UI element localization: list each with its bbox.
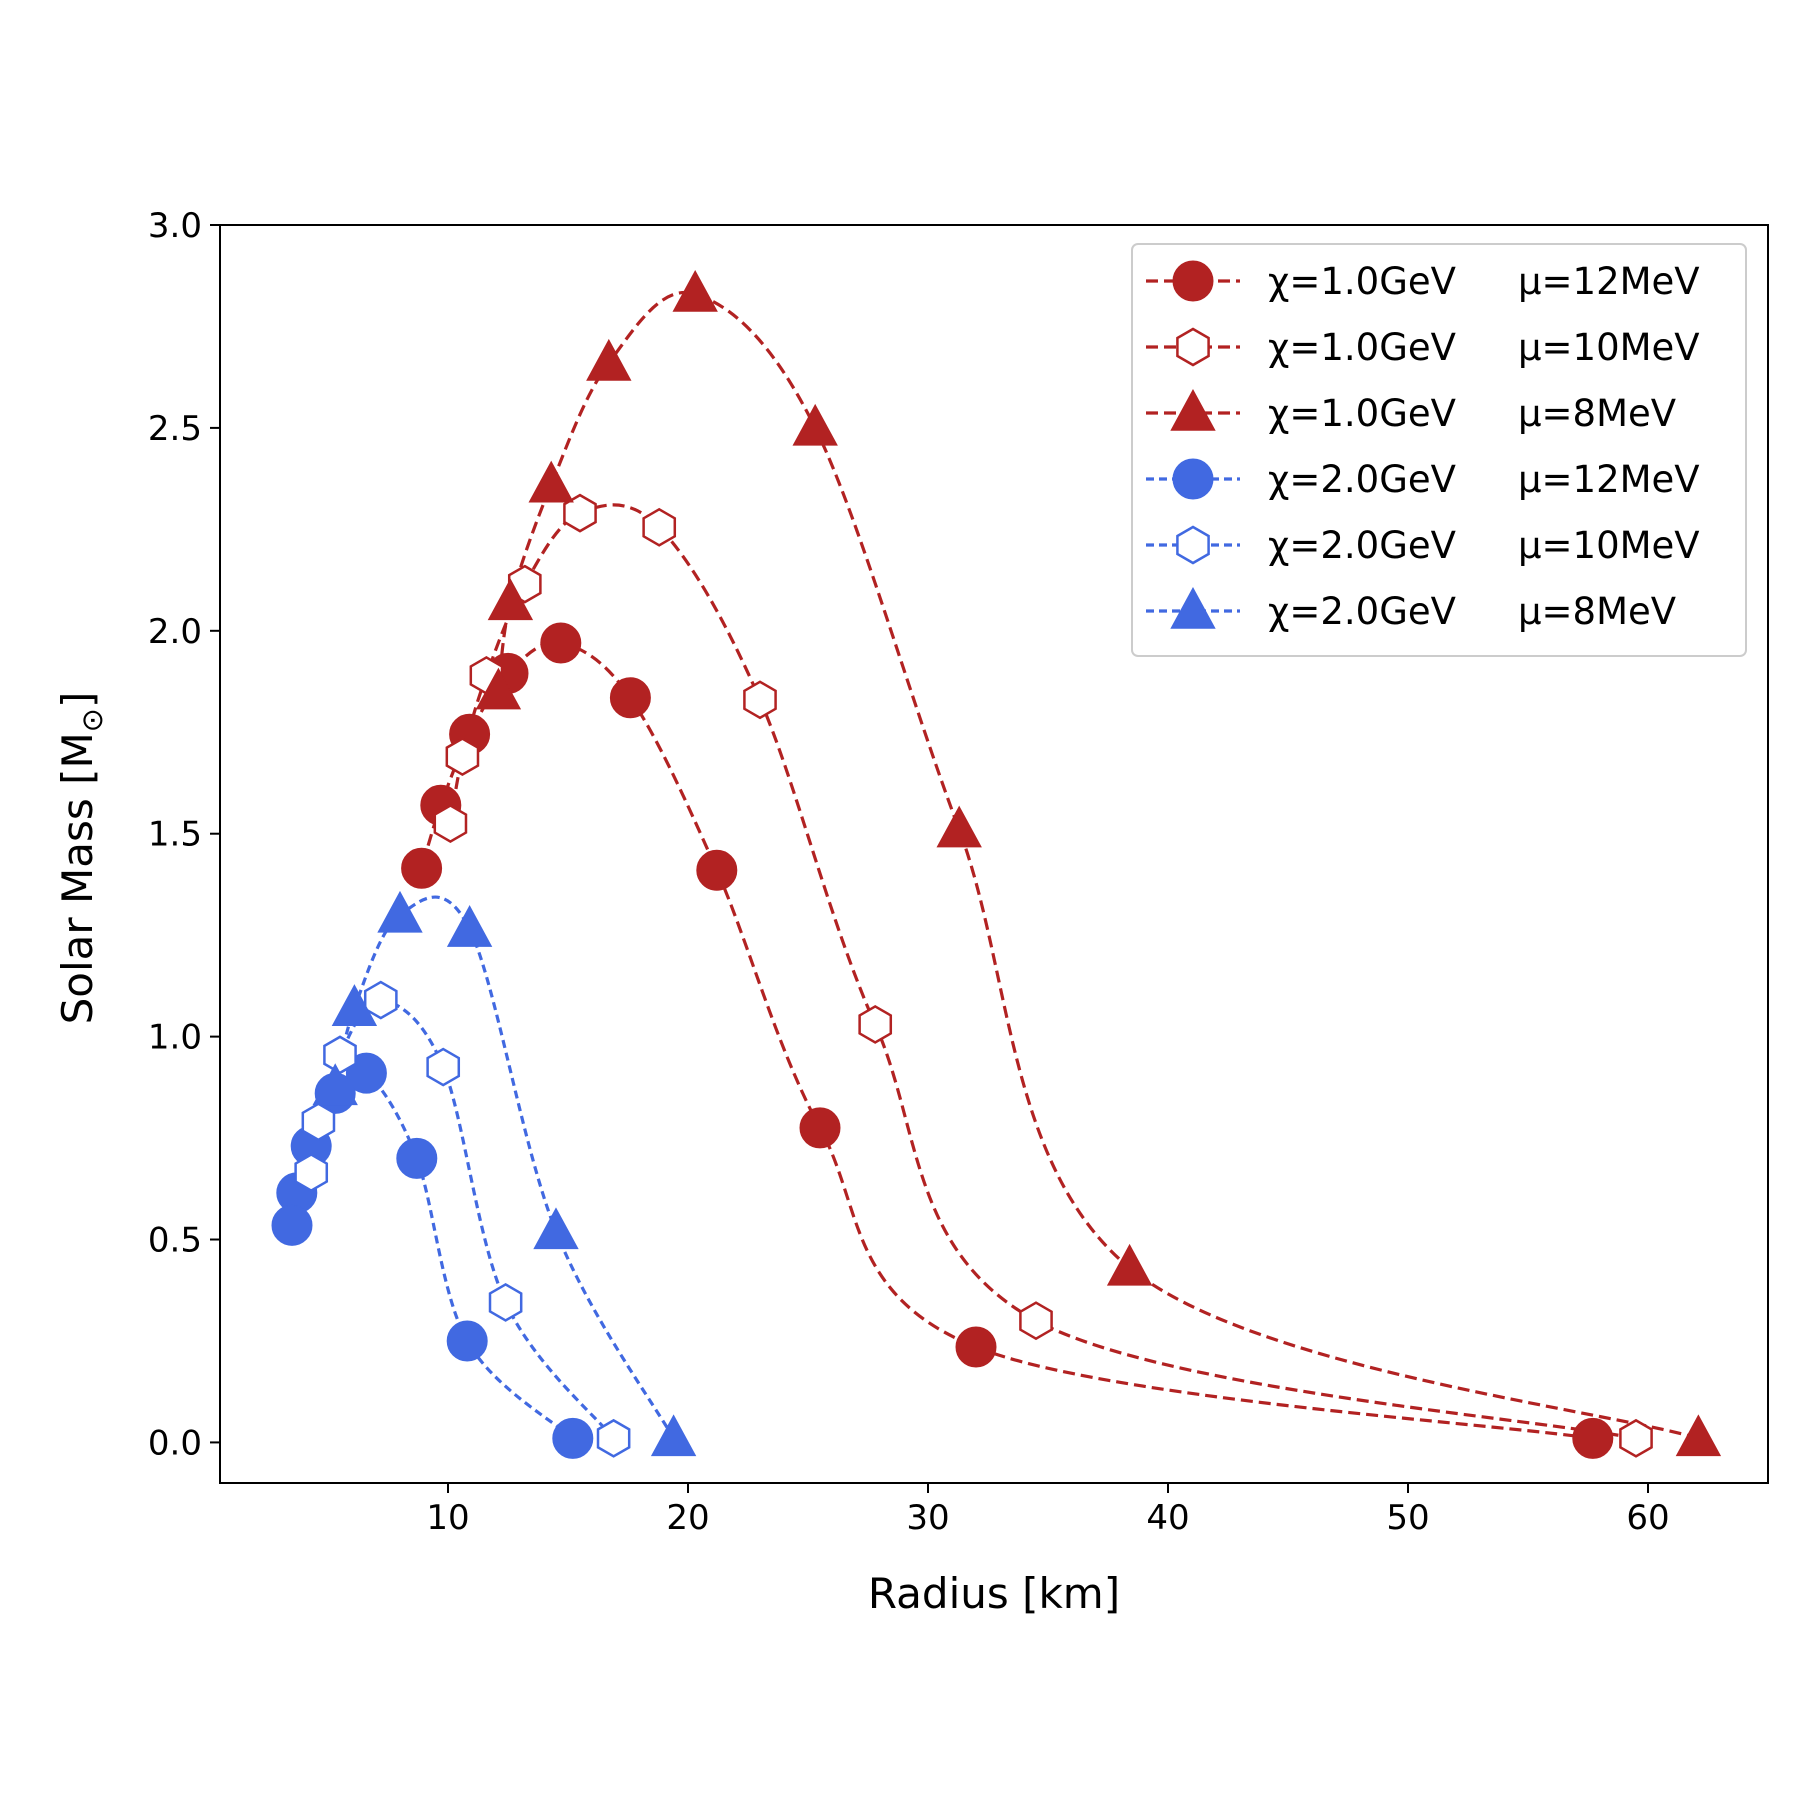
legend-entry-b10: χ=2.0GeV μ=10MeV <box>1146 524 1700 567</box>
legend-entries: χ=1.0GeV μ=12MeV χ=1.0GeV μ=10MeV χ=1.0GeV μ=… <box>1146 260 1700 633</box>
legend-mu-label: μ=10MeV <box>1518 524 1700 567</box>
marker-layer <box>271 269 1722 1459</box>
y-axis-label-sun-symbol: ⊙ <box>75 708 109 732</box>
legend-mu-label: μ=10MeV <box>1518 326 1700 369</box>
y-axis-label: Solar Mass [M⊙] <box>53 692 109 1025</box>
legend-marker <box>1176 327 1210 367</box>
data-point <box>540 622 582 664</box>
x-axis-label: Radius [km] <box>868 1569 1120 1618</box>
data-point <box>475 667 522 710</box>
legend-marker <box>1170 388 1216 431</box>
data-point <box>1019 1301 1053 1341</box>
legend-mu-label: μ=8MeV <box>1518 392 1676 435</box>
legend-box <box>1131 243 1747 657</box>
y-tick-label: 2.0 <box>148 612 202 652</box>
x-tick-label: 50 <box>1386 1498 1429 1538</box>
data-point <box>596 1418 631 1458</box>
data-point <box>487 578 534 621</box>
series-markers-b10 <box>294 980 631 1458</box>
legend-chi-label: χ=2.0GeV <box>1268 590 1456 633</box>
legend-marker <box>1172 260 1214 302</box>
x-tick-label: 30 <box>906 1498 949 1538</box>
data-point <box>271 1204 313 1246</box>
series-markers-r8 <box>475 269 1722 1457</box>
series-markers-r12 <box>401 622 1614 1459</box>
data-point <box>488 1282 523 1322</box>
data-point <box>1572 1417 1614 1459</box>
data-point <box>396 1137 438 1179</box>
data-point <box>672 269 718 312</box>
data-point <box>331 984 378 1026</box>
y-tick-label: 0.5 <box>148 1221 202 1261</box>
data-point <box>377 890 423 933</box>
data-point <box>401 847 443 889</box>
legend-chi-label: χ=2.0GeV <box>1268 524 1456 567</box>
x-tick-label: 60 <box>1626 1498 1669 1538</box>
data-point <box>533 1207 579 1250</box>
data-point <box>446 905 493 947</box>
data-point <box>696 849 738 891</box>
data-point <box>792 403 838 446</box>
legend-entry-r10: χ=1.0GeV μ=10MeV <box>1146 326 1700 369</box>
x-tick-label: 20 <box>666 1498 709 1538</box>
legend-entry-r8: χ=1.0GeV μ=8MeV <box>1146 388 1676 435</box>
data-point <box>445 737 480 777</box>
legend-mu-label: μ=8MeV <box>1518 590 1676 633</box>
data-point <box>586 338 632 381</box>
data-point <box>323 1035 357 1075</box>
series-markers-b8 <box>312 890 697 1457</box>
legend-marker <box>1170 586 1216 629</box>
data-point <box>426 1047 461 1087</box>
data-point <box>433 804 468 844</box>
data-point <box>650 1414 697 1457</box>
legend-marker <box>1176 525 1210 565</box>
data-point <box>552 1417 594 1459</box>
y-axis-label-text: Solar Mass [M <box>53 732 102 1024</box>
data-point <box>642 507 677 547</box>
y-tick-label: 2.5 <box>148 409 202 449</box>
data-point <box>301 1102 336 1142</box>
plot-frame <box>219 224 1769 1484</box>
legend-entry-b12: χ=2.0GeV μ=12MeV <box>1146 458 1700 501</box>
series-line-r12 <box>420 640 1594 1440</box>
x-tick-label: 10 <box>426 1498 469 1538</box>
data-point <box>1106 1243 1153 1286</box>
x-tick-label: 40 <box>1146 1498 1189 1538</box>
legend-chi-label: χ=1.0GeV <box>1268 392 1456 435</box>
legend-chi-label: χ=1.0GeV <box>1268 260 1456 303</box>
data-point <box>799 1107 841 1149</box>
data-point <box>446 1320 488 1362</box>
y-tick-label: 1.5 <box>148 815 202 855</box>
legend-chi-label: χ=1.0GeV <box>1268 326 1456 369</box>
legend-entry-r12: χ=1.0GeV μ=12MeV <box>1146 260 1700 303</box>
data-point <box>563 493 597 533</box>
data-point <box>363 980 398 1020</box>
series-line-b8 <box>333 895 675 1440</box>
series-line-r10 <box>448 503 1637 1440</box>
y-tick-label: 0.0 <box>148 1423 202 1463</box>
data-point <box>858 1004 893 1044</box>
legend-marker <box>1172 458 1214 500</box>
legend-chi-label: χ=2.0GeV <box>1268 458 1456 501</box>
legend: χ=1.0GeV μ=12MeV χ=1.0GeV μ=10MeV χ=1.0GeV μ=… <box>1131 243 1747 657</box>
data-point <box>294 1153 329 1193</box>
axis-layer: 10 20 30 40 50 60 0.0 0.5 1.0 1.5 2.0 2.5 3.0 <box>148 206 1670 1538</box>
y-axis-label-close: ] <box>53 692 102 708</box>
data-point <box>936 805 982 848</box>
legend-mu-label: μ=12MeV <box>1518 458 1700 501</box>
data-point <box>528 460 574 503</box>
y-tick-label: 3.0 <box>148 206 202 246</box>
data-point <box>743 680 777 720</box>
legend-mu-label: μ=12MeV <box>1518 260 1700 303</box>
data-point <box>609 677 651 719</box>
legend-entry-b8: χ=2.0GeV μ=8MeV <box>1146 586 1676 633</box>
data-point <box>955 1326 997 1368</box>
data-point <box>312 1063 358 1106</box>
data-point <box>1675 1414 1722 1457</box>
data-point <box>1619 1418 1653 1458</box>
y-tick-label: 1.0 <box>148 1018 202 1058</box>
series-markers-r10 <box>433 493 1653 1458</box>
